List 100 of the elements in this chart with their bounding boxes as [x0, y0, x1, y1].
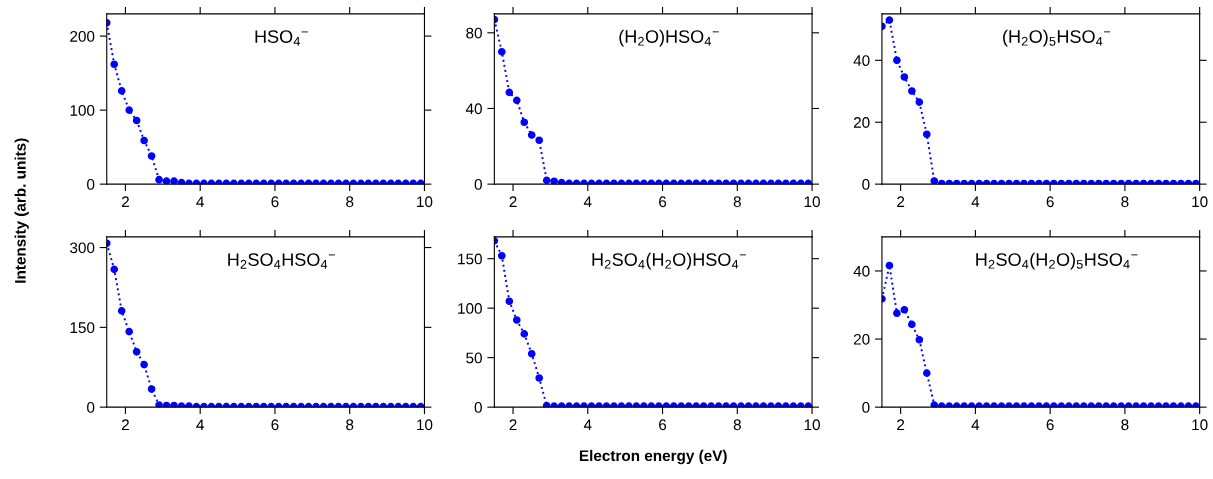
point [922, 130, 931, 139]
y-tick-label: 20 [853, 333, 870, 345]
point [215, 402, 223, 408]
y-tick-label: 0 [862, 402, 870, 413]
y-tick-label: 20 [853, 117, 870, 128]
point [908, 320, 916, 329]
x-tick-label: 2 [509, 419, 517, 431]
x-tick-label: 2 [121, 419, 129, 431]
y-tick-label: 200 [70, 30, 95, 42]
point [342, 402, 350, 408]
point [162, 401, 171, 408]
point [535, 136, 544, 145]
y-tick-label: 0 [474, 402, 482, 413]
x-tick-label: 10 [417, 196, 433, 208]
point [782, 402, 790, 408]
point [900, 73, 909, 81]
point [580, 402, 588, 408]
point [282, 402, 290, 408]
point [1065, 402, 1073, 408]
point [110, 265, 119, 274]
point [132, 116, 141, 125]
y-tick-label: 80 [466, 27, 482, 39]
x-tick-label: 10 [804, 196, 820, 208]
point [155, 175, 163, 184]
point [117, 307, 126, 315]
point [990, 402, 998, 408]
x-tick-label: 2 [897, 419, 905, 431]
point [550, 402, 558, 408]
annotation: (H$_{2}$O)$_{5}$HSO$_{4}$$^{−}$ [1003, 29, 1111, 47]
y-tick-label: 50 [466, 352, 482, 364]
point [893, 309, 901, 317]
y-tick-label: 100 [70, 104, 95, 116]
point [595, 402, 603, 408]
point [520, 118, 529, 127]
point [542, 401, 551, 408]
point [1147, 402, 1155, 408]
point [230, 402, 238, 408]
x-tick-label: 2 [897, 196, 905, 208]
point [132, 348, 141, 356]
point [170, 401, 178, 408]
point [527, 131, 536, 139]
point [140, 360, 148, 369]
x-tick-label: 2 [121, 196, 129, 208]
point [930, 401, 939, 408]
point [1020, 402, 1028, 408]
x-tick-label: 10 [1192, 419, 1208, 431]
point [327, 402, 335, 408]
point [885, 261, 894, 270]
point [722, 402, 730, 408]
x-tick-label: 8 [346, 196, 354, 208]
x-tick-label: 4 [971, 196, 980, 208]
x-axis-title: Electron energy (eV) [579, 449, 727, 465]
x-tick-label: 4 [196, 419, 204, 431]
point [155, 401, 163, 408]
point [915, 98, 924, 106]
annotation: HSO$_{4}$$^{−}$ [255, 30, 308, 46]
y-tick-label: 0 [474, 179, 482, 190]
x-tick-label: 6 [271, 419, 279, 431]
point [1162, 402, 1170, 408]
x-tick-label: 8 [1121, 196, 1129, 208]
x-tick-label: 6 [271, 196, 279, 208]
y-tick-label: 100 [458, 303, 482, 314]
x-tick-label: 6 [659, 419, 667, 431]
point [498, 47, 506, 56]
point [767, 402, 775, 408]
point [505, 297, 514, 306]
point [527, 349, 536, 358]
x-tick-label: 4 [583, 196, 592, 208]
point [512, 316, 521, 324]
point [147, 385, 156, 393]
point [1005, 402, 1013, 408]
y-tick-label: 40 [465, 103, 482, 115]
point [915, 335, 924, 344]
y-tick-label: 0 [87, 179, 95, 190]
point [975, 402, 983, 408]
x-tick-label: 6 [1046, 419, 1054, 431]
y-tick-label: 150 [70, 322, 95, 334]
point [535, 374, 544, 382]
point [707, 402, 715, 408]
point [520, 330, 529, 338]
point [1132, 402, 1140, 408]
y-axis-title: Intensity (arb. units) [14, 138, 29, 283]
point [357, 402, 365, 408]
x-tick-label: 8 [733, 196, 741, 208]
point [1050, 402, 1058, 408]
point [930, 177, 939, 185]
x-tick-label: 6 [659, 196, 667, 208]
point [1117, 402, 1125, 408]
point [110, 60, 119, 69]
text: H$_{2}$SO$_{4}$(H$_{2}$O)$_{5}$HSO$_{4}$$^{−}$ [976, 252, 1138, 270]
x-tick-label: 8 [733, 419, 741, 431]
point [512, 96, 521, 105]
point [1177, 402, 1185, 408]
point [200, 402, 208, 408]
y-tick-label: 150 [458, 253, 482, 265]
point [885, 16, 894, 24]
point [1035, 402, 1043, 408]
point [498, 251, 506, 260]
x-tick-label: 4 [971, 419, 980, 431]
y-tick-label: 40 [853, 55, 870, 67]
